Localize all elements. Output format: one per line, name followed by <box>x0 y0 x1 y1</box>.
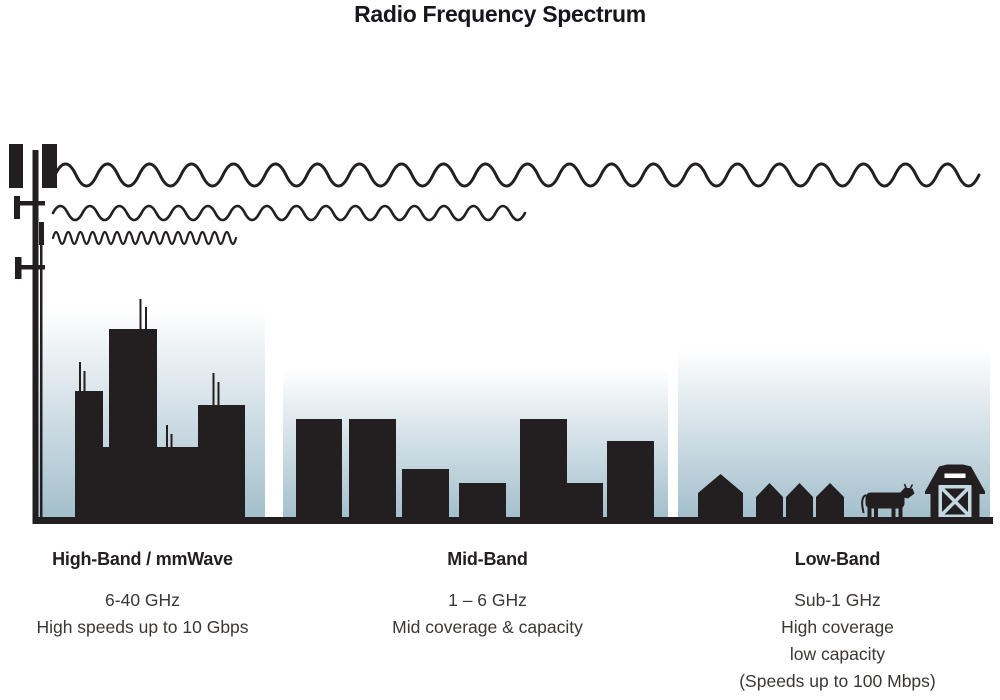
cow-leg <box>874 504 878 518</box>
band-label-low-band: Low-Band Sub-1 GHz High coverage low cap… <box>700 549 975 695</box>
cell-tower <box>9 144 57 524</box>
band-detail: low capacity <box>789 644 886 664</box>
antenna-panel <box>9 144 23 188</box>
band-detail: Mid coverage & capacity <box>392 617 583 637</box>
building <box>459 483 506 518</box>
house <box>816 483 844 518</box>
band-name: High-Band / mmWave <box>52 549 233 569</box>
antenna-panel-small <box>14 196 20 219</box>
antenna-panel <box>42 144 57 188</box>
skyscraper <box>155 447 165 518</box>
building <box>296 419 342 518</box>
cow-leg <box>898 504 903 518</box>
house <box>786 483 813 518</box>
band-name: Mid-Band <box>447 549 528 569</box>
ground-line <box>33 517 993 524</box>
band-frequency: 1 – 6 GHz <box>448 590 527 610</box>
barn <box>925 464 985 518</box>
building <box>607 441 654 518</box>
cow-head <box>897 487 915 499</box>
building <box>402 469 449 518</box>
tower-mast-secondary <box>40 222 43 524</box>
antenna-stub <box>39 222 44 245</box>
barn-loft-window <box>944 473 966 478</box>
house <box>756 483 783 518</box>
band-name: Low-Band <box>794 549 881 569</box>
cow <box>861 483 915 518</box>
high-band-wave <box>51 230 238 246</box>
skyscraper <box>75 391 103 518</box>
skyscraper <box>109 329 157 518</box>
cow-horns <box>903 483 914 489</box>
mid-band-wave <box>51 204 527 222</box>
band-detail: High speeds up to 10 Gbps <box>36 617 249 637</box>
antenna-panel-small <box>15 257 22 279</box>
mid-band-buildings <box>296 419 654 518</box>
building <box>567 483 603 518</box>
building <box>520 419 567 518</box>
skyscraper <box>198 405 245 518</box>
barn-door-cross <box>940 487 970 516</box>
high-band-city <box>75 299 245 518</box>
low-band-wave <box>53 162 981 188</box>
band-label-high-band: High-Band / mmWave 6-40 GHz High speeds … <box>10 549 275 641</box>
skyscraper <box>163 447 198 518</box>
tower-crossarm <box>15 265 45 270</box>
band-label-mid-band: Mid-Band 1 – 6 GHz Mid coverage & capaci… <box>350 549 625 641</box>
low-band-farm <box>698 464 985 518</box>
band-detail: (Speeds up to 100 Mbps) <box>739 671 936 691</box>
tower-mast <box>32 150 39 524</box>
tower-crossarm <box>14 201 45 206</box>
band-frequency: Sub-1 GHz <box>794 590 881 610</box>
spectrum-scene <box>9 144 993 524</box>
page-title: Radio Frequency Spectrum <box>354 1 646 27</box>
house <box>698 474 743 518</box>
cow-leg <box>891 504 896 518</box>
cow-leg <box>867 504 872 518</box>
waves-layer <box>51 162 981 246</box>
cow-tail <box>861 494 867 514</box>
building <box>349 419 396 518</box>
band-detail: High coverage <box>781 617 894 637</box>
band-frequency: 6-40 GHz <box>105 590 180 610</box>
rooftop-antennas <box>79 299 220 448</box>
